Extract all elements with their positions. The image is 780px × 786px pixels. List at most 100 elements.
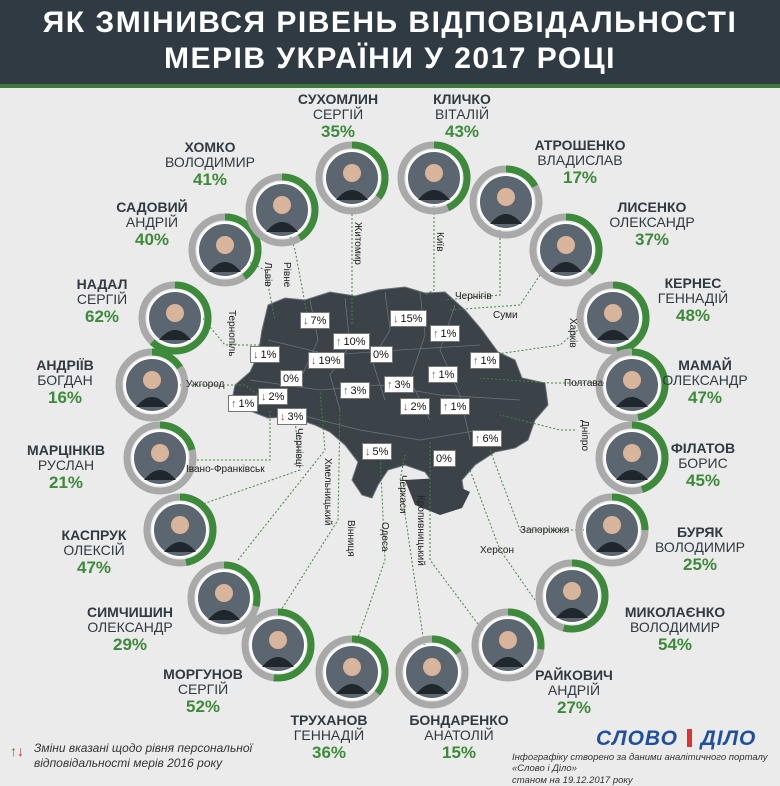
city-label-ivano-frankivsk: Івано-Франківськ <box>186 464 265 475</box>
mayor-sadovyi: САДОВИЙ АНДРІЙ 40% <box>77 199 227 249</box>
credit-line-1: Інфографіку створено за даними аналітичн… <box>512 752 768 775</box>
mayor-mykolaienko: МИКОЛАЄНКО ВОЛОДИМИР 54% <box>600 604 750 654</box>
portrait-face <box>151 444 169 462</box>
mayor-name: СЕРГІЙ <box>312 106 364 123</box>
mayor-andriiv: АНДРІЇВ БОГДАН 16% <box>0 357 140 407</box>
arrow-up-icon: ↑ <box>433 328 439 340</box>
mayor-sukhomlyn: СУХОМЛИН СЕРГІЙ 35% <box>263 91 413 141</box>
city-label-odesa: Одеса <box>379 522 390 552</box>
portrait-face <box>623 371 641 389</box>
mayor-kernes: КЕРНЕС ГЕННАДІЙ 48% <box>618 275 768 325</box>
city-label-zhytomyr: Житомир <box>352 222 363 265</box>
city-label-vinnytsia: Вінниця <box>345 520 356 557</box>
arrow-up-icon: ↑ <box>336 336 342 348</box>
change-value: 10% <box>343 336 366 348</box>
portrait-face <box>603 516 621 534</box>
mayor-ring <box>595 348 669 422</box>
mayor-mamai: МАМАЙ ОЛЕКСАНДР 47% <box>630 357 780 407</box>
mayor-surname: МАМАЙ <box>678 357 732 373</box>
portrait-face <box>269 631 287 649</box>
mayor-percent: 35% <box>320 121 356 141</box>
change-value: 0% <box>436 453 452 465</box>
mayor-percent: 37% <box>634 229 670 249</box>
portrait-suit <box>262 657 294 667</box>
change-badge: ↓ 2% <box>258 388 289 405</box>
mayor-trukhanov: ТРУХАНОВ ГЕННАДІЙ 36% <box>254 712 404 762</box>
portrait-suit <box>550 262 582 272</box>
arrow-down-icon: ↓ <box>253 349 259 361</box>
arrow-down-icon: ↓ <box>303 315 309 327</box>
change-value: 6% <box>482 433 499 445</box>
city-label-lviv: Львів <box>262 262 273 287</box>
change-badge: ↓ 5% <box>362 443 393 460</box>
change-badge: 0% <box>370 346 393 363</box>
change-value: 5% <box>372 446 389 458</box>
change-badge: ↑ 1% <box>228 395 259 412</box>
mayor-surname: КЛИЧКО <box>433 91 491 107</box>
mayor-ring <box>575 493 649 567</box>
up-down-arrows-icon: ↑↓ <box>10 743 24 759</box>
mayor-ring <box>395 635 469 709</box>
mayor-symchyshyn: СИМЧИШИН ОЛЕКСАНДР 29% <box>55 604 205 654</box>
mayor-percent: 62% <box>84 306 120 326</box>
mayor-ring <box>471 608 545 682</box>
change-value: 2% <box>268 391 285 403</box>
mayor-ring <box>241 608 315 682</box>
city-label-kherson: Херсон <box>480 545 514 556</box>
city-label-chernihiv: Чернігів <box>455 291 492 302</box>
mayor-name: БОРИС <box>678 455 728 472</box>
arrow-up-icon: ↑ <box>473 355 479 367</box>
mayor-percent: 27% <box>556 697 592 717</box>
change-value: 1% <box>260 349 277 361</box>
ring-progress <box>315 141 389 215</box>
mayor-surname: НАДАЛ <box>76 276 128 292</box>
portrait-face <box>563 582 581 600</box>
change-value: 3% <box>350 385 367 397</box>
city-label-poltava: Полтава <box>564 378 604 389</box>
ring-progress <box>143 493 217 567</box>
portrait-face <box>604 304 622 322</box>
portrait-face <box>499 631 517 649</box>
mayor-name: СЕРГІЙ <box>177 681 229 698</box>
portrait-suit <box>159 330 191 340</box>
ring-progress <box>469 165 543 239</box>
mayor-surname: КЕРНЕС <box>664 275 722 291</box>
change-value: 15% <box>400 313 423 325</box>
portrait-suit <box>164 542 196 552</box>
mayor-percent: 54% <box>657 634 693 654</box>
mayor-surname: БОНДАРЕНКО <box>409 712 509 728</box>
arrow-down-icon: ↓ <box>261 391 267 403</box>
mayor-name: ВОЛОДИМИР <box>165 154 255 171</box>
ring-progress <box>471 608 545 682</box>
mayor-name: ОЛЕКСАНДР <box>662 372 748 389</box>
arrow-down-icon: ↓ <box>365 446 371 458</box>
mayor-surname: АНДРІЇВ <box>36 357 94 373</box>
portrait-suit <box>492 657 524 667</box>
change-value: 3% <box>287 411 304 423</box>
portrait-face <box>343 658 361 676</box>
mayor-name: ГЕННАДІЙ <box>657 290 729 307</box>
mayor-ring <box>576 281 650 355</box>
mayor-kaspruk: КАСПРУК ОЛЕКСІЙ 47% <box>19 527 169 577</box>
mayor-surname: МАРЦІНКІВ <box>27 442 105 458</box>
ring-progress <box>123 421 197 495</box>
legend-text: Зміни вказані щодо рівня персональної ві… <box>34 741 253 770</box>
ring-progress <box>595 348 669 422</box>
mayor-surname: БУРЯК <box>676 524 724 540</box>
change-badge: ↓ 19% <box>308 352 345 369</box>
mayor-surname: ЛИСЕНКО <box>617 199 687 215</box>
mayor-surname: МОРГУНОВ <box>163 666 243 682</box>
portrait-face <box>623 444 641 462</box>
mayor-name: БОГДАН <box>37 372 93 389</box>
mayor-surname: АТРОШЕНКО <box>534 137 626 153</box>
mayor-percent: 16% <box>47 387 83 407</box>
mayor-ring <box>123 421 197 495</box>
change-value: 0% <box>283 373 299 385</box>
mayor-percent: 47% <box>687 387 723 407</box>
change-badge: ↑ 1% <box>470 352 501 369</box>
arrow-up-icon: ↑ <box>231 398 237 410</box>
change-badge: ↓ 3% <box>277 408 308 425</box>
mayor-percent: 15% <box>441 742 477 762</box>
portrait-suit <box>490 214 522 224</box>
logo-right-word: ДІЛО <box>700 727 757 750</box>
